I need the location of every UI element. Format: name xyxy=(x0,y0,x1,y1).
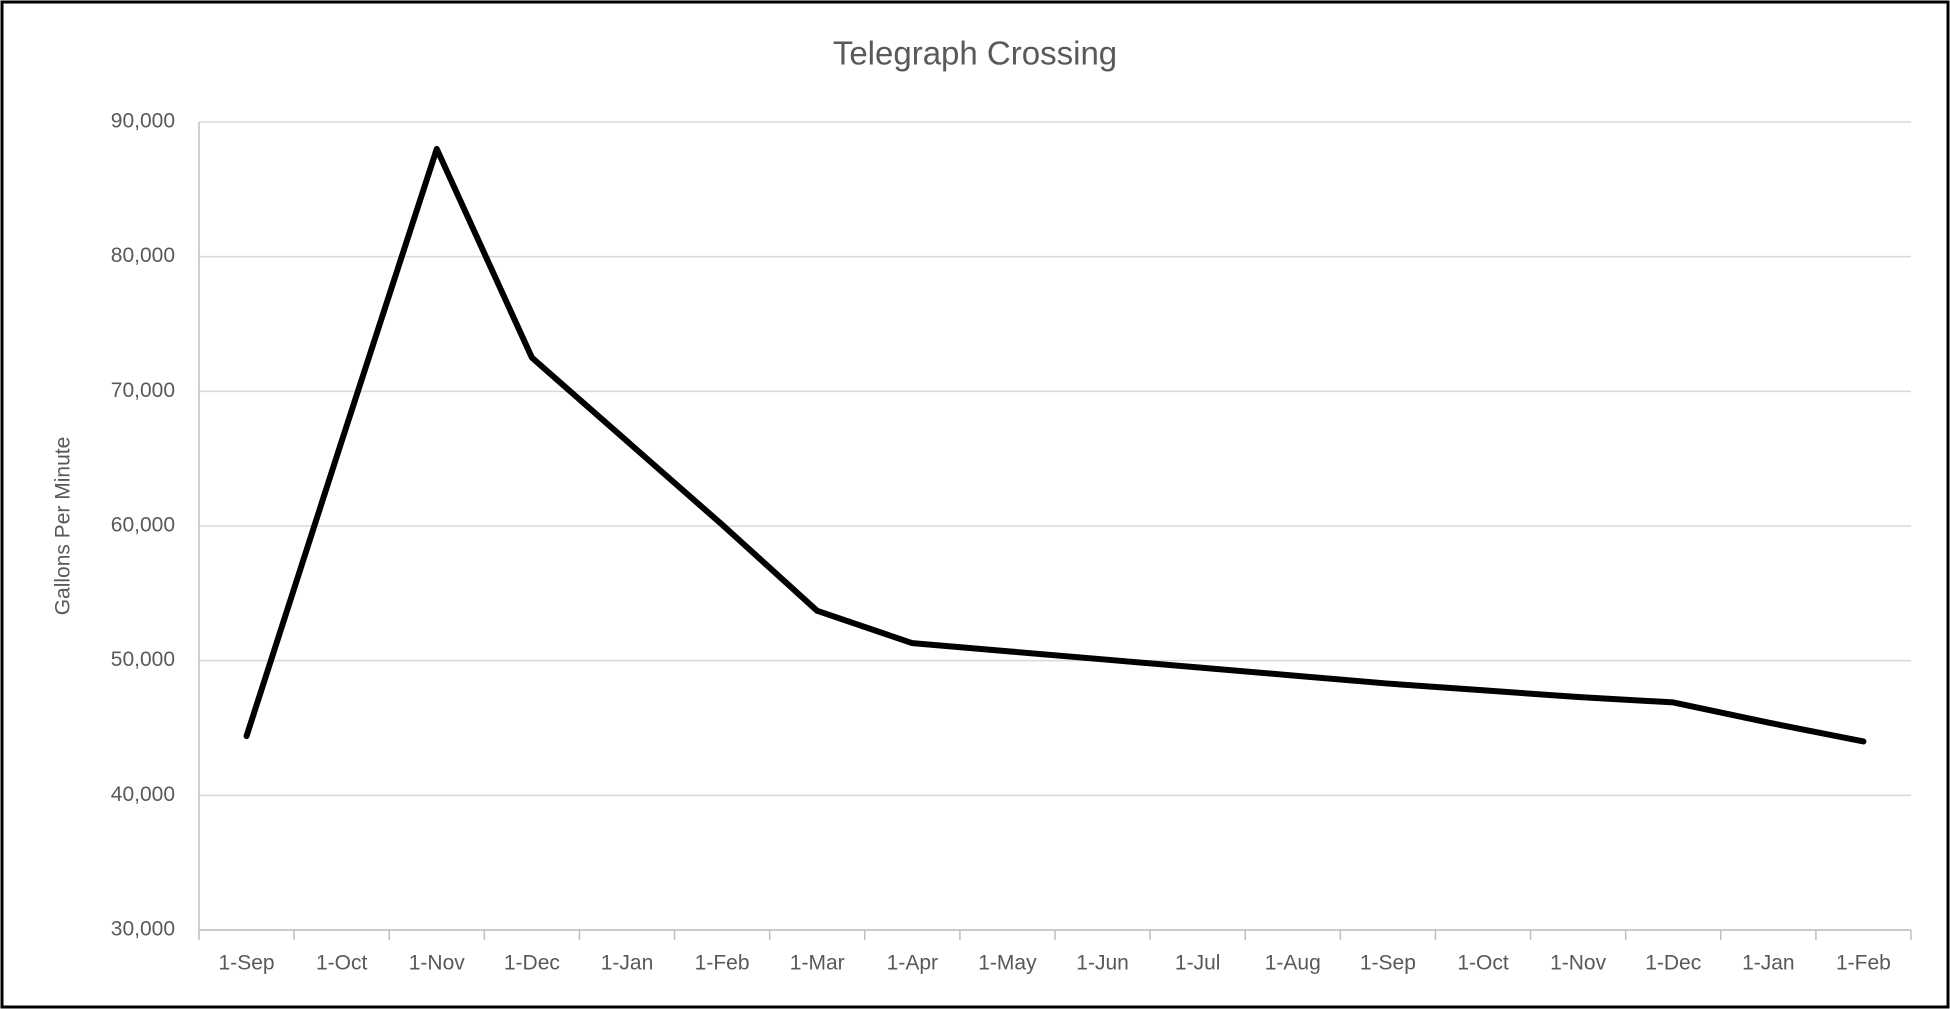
x-tick-label: 1-May xyxy=(978,952,1037,975)
y-tick-label: 30,000 xyxy=(111,918,175,941)
y-tick-label: 70,000 xyxy=(111,379,175,402)
y-tick-label: 60,000 xyxy=(111,514,175,537)
x-tick-label: 1-Aug xyxy=(1265,952,1321,975)
x-tick-label: 1-Oct xyxy=(316,952,368,975)
data-line xyxy=(243,145,1867,745)
x-tick-label: 1-Jun xyxy=(1076,952,1129,975)
y-tick-label: 90,000 xyxy=(111,110,175,133)
x-tick-label: 1-Nov xyxy=(409,952,466,975)
chart-title: Telegraph Crossing xyxy=(833,35,1117,72)
x-tick-label: 1-Jan xyxy=(1742,952,1795,975)
x-tick-label: 1-Jul xyxy=(1175,952,1221,975)
x-tick-label: 1-Feb xyxy=(695,952,750,975)
x-tick-label: 1-Apr xyxy=(887,952,938,975)
x-tick-label: 1-Oct xyxy=(1457,952,1509,975)
x-tick-label: 1-Dec xyxy=(504,952,560,975)
x-tick-label: 1-Jan xyxy=(601,952,654,975)
y-axis-title: Gallons Per Minute xyxy=(52,437,75,616)
y-tick-label: 50,000 xyxy=(111,648,175,671)
x-tick-label: 1-Dec xyxy=(1645,952,1701,975)
x-tick-label: 1-Mar xyxy=(790,952,845,975)
x-tick-label: 1-Feb xyxy=(1836,952,1891,975)
x-tick-label: 1-Sep xyxy=(1360,952,1416,975)
x-tick-label: 1-Nov xyxy=(1550,952,1607,975)
x-tick-label: 1-Sep xyxy=(219,952,275,975)
y-tick-label: 80,000 xyxy=(111,244,175,267)
y-tick-label: 40,000 xyxy=(111,783,175,806)
